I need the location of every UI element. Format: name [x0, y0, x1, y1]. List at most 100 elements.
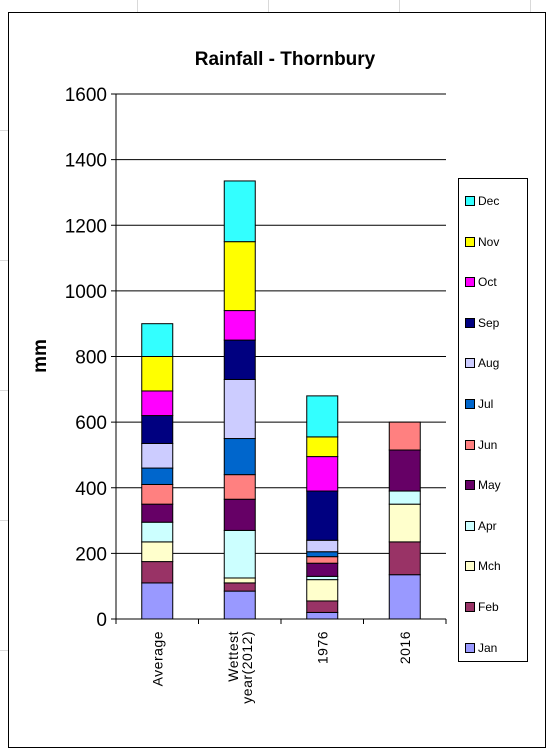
y-tick-label: 400	[75, 479, 107, 500]
bar-segment-aug	[223, 378, 256, 440]
bar-segment-dec	[141, 323, 174, 357]
y-axis-label: mm	[30, 339, 51, 373]
bar-segment-jan	[141, 582, 174, 620]
bar-segment-dec	[223, 180, 256, 243]
y-tick-label: 1400	[65, 151, 107, 172]
y-tick-label: 800	[75, 348, 107, 369]
legend-swatch	[465, 602, 475, 612]
legend-item-apr: Apr	[465, 518, 497, 534]
bar-segment-apr	[141, 521, 174, 543]
x-tick-label-line: 1976	[314, 631, 330, 664]
bar-segment-jul	[306, 551, 339, 558]
y-tick-label: 600	[75, 413, 107, 434]
legend-swatch	[465, 480, 475, 491]
legend-swatch	[465, 196, 475, 206]
x-tick-label: Average	[149, 631, 165, 686]
bar-segment-feb	[388, 541, 421, 576]
x-tick-label-line: 2016	[397, 631, 413, 664]
legend-label: Oct	[478, 275, 497, 290]
chart-title: Rainfall - Thornbury	[195, 49, 376, 70]
bar-segment-feb	[306, 600, 339, 613]
bar-segment-jan	[306, 611, 339, 620]
legend-swatch	[465, 358, 475, 369]
bar-segment-mch	[223, 577, 256, 584]
bar-segment-oct	[223, 310, 256, 341]
legend-item-aug: Aug	[465, 355, 499, 371]
bar-segment-oct	[306, 456, 339, 492]
legend-label: Mch	[478, 559, 501, 574]
legend-swatch	[465, 439, 475, 450]
y-tick-label: 0	[96, 610, 107, 631]
y-tick-label: 1000	[65, 282, 107, 303]
legend-item-mch: Mch	[465, 558, 501, 574]
legend-label: Jul	[478, 397, 494, 411]
bar-segment-jun	[141, 483, 174, 505]
legend-item-may: May	[465, 477, 501, 493]
y-tick-label: 200	[75, 544, 107, 565]
legend-swatch	[465, 561, 475, 572]
bar-segment-aug	[141, 442, 174, 469]
bar-segment-nov	[223, 241, 256, 312]
legend-item-sep: Sep	[465, 315, 499, 331]
legend-swatch	[465, 399, 475, 409]
bar-segment-dec	[306, 395, 339, 438]
legend-label: Nov	[478, 234, 500, 249]
x-tick-label-line: Wettest	[225, 631, 241, 682]
legend-item-jun: Jun	[465, 437, 497, 453]
chart-area	[8, 12, 546, 748]
bar-segment-mch	[306, 579, 339, 602]
bar-segment-sep	[306, 490, 339, 541]
legend-label: Apr	[478, 518, 497, 533]
legend-item-jan: Jan	[465, 640, 497, 656]
bar-segment-feb	[141, 561, 174, 584]
bar-segment-nov	[141, 356, 174, 392]
bar-segment-jan	[223, 590, 256, 620]
legend-swatch	[465, 317, 475, 328]
x-tick-label-line: year(2012)	[239, 631, 255, 704]
x-tick-label-line: Average	[149, 631, 165, 686]
legend-item-oct: Oct	[465, 274, 497, 290]
bar-segment-may	[223, 498, 256, 531]
bar-segment-jun	[223, 474, 256, 500]
legend-swatch	[465, 520, 475, 531]
bar-segment-mch	[141, 541, 174, 563]
bar-segment-apr	[388, 490, 421, 505]
y-tick-label: 1200	[65, 216, 107, 237]
x-tick-label: 2016	[397, 631, 413, 664]
bar-segment-jan	[388, 574, 421, 620]
y-tick-label: 1600	[65, 85, 107, 106]
legend-label: Feb	[478, 600, 499, 614]
legend-label: Dec	[478, 194, 500, 208]
legend-item-feb: Feb	[465, 599, 499, 615]
x-tick-label: 1976	[314, 631, 330, 664]
bar-segment-may	[141, 503, 174, 523]
bar-segment-aug	[306, 539, 339, 553]
bar-segment-sep	[141, 415, 174, 444]
bar-segment-feb	[223, 582, 256, 592]
legend-label: Jun	[478, 437, 498, 452]
bar-segment-jun	[388, 421, 421, 451]
legend-item-dec: Dec	[465, 193, 499, 209]
bar-segment-jul	[141, 467, 174, 485]
legend-label: May	[478, 478, 501, 493]
legend-label: Jan	[478, 640, 498, 655]
legend-item-jul: Jul	[465, 396, 493, 412]
legend-label: Sep	[478, 315, 500, 330]
bar-segment-may	[388, 449, 421, 492]
bar-segment-jul	[223, 438, 256, 476]
legend-swatch	[465, 236, 475, 247]
legend-swatch	[465, 277, 475, 288]
bar-segment-may	[306, 562, 339, 577]
bar-segment-apr	[223, 529, 256, 579]
bar-segment-nov	[306, 436, 339, 458]
legend-item-nov: Nov	[465, 234, 499, 250]
bar-segment-oct	[141, 390, 174, 417]
bar-segment-mch	[388, 503, 421, 543]
legend-swatch	[465, 642, 475, 653]
bar-segment-sep	[223, 339, 256, 380]
legend-label: Aug	[478, 356, 500, 371]
legend: Dec Nov Oct Sep Aug Jul Jun May Apr Mch Feb Jan	[458, 178, 528, 662]
bar-segment-jun	[306, 556, 339, 564]
